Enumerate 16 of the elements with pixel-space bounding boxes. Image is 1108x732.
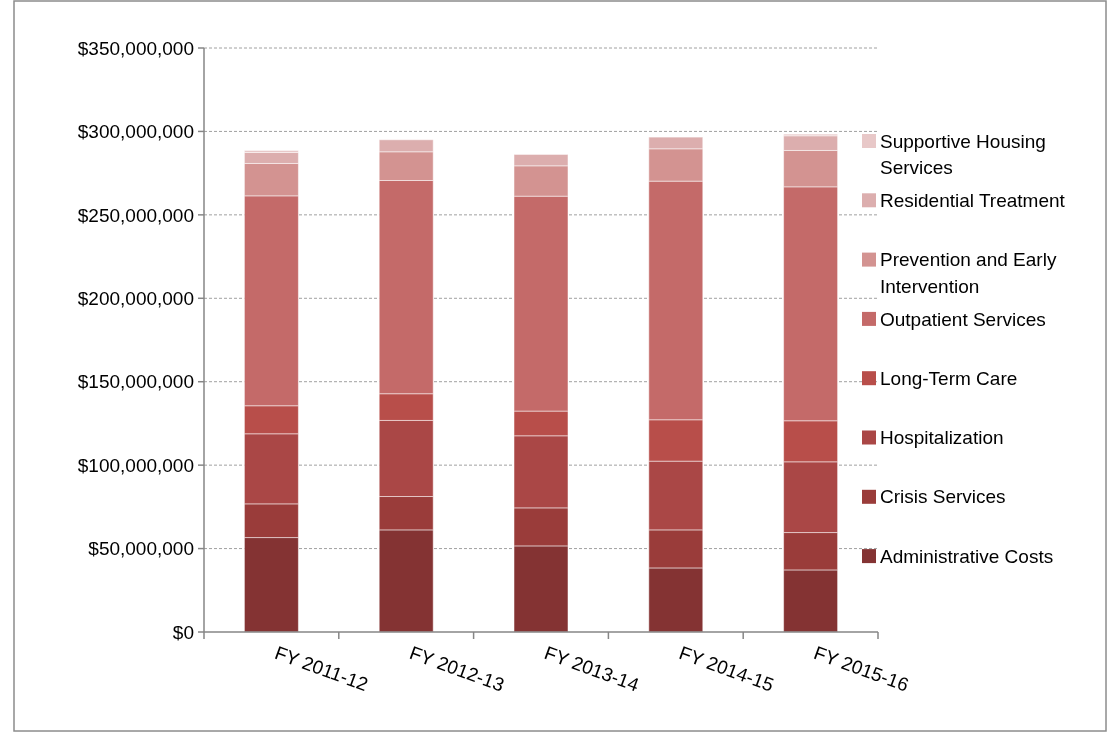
- y-tick-label: $150,000,000: [77, 371, 194, 393]
- legend-label: Supportive Housing Services: [880, 130, 1046, 179]
- y-tick-label: $100,000,000: [77, 454, 194, 476]
- y-tick-label: $300,000,000: [77, 121, 194, 143]
- y-tick-label: $200,000,000: [77, 287, 194, 309]
- y-tick-label: $350,000,000: [77, 37, 194, 59]
- legend-label: Residential Treatment: [880, 189, 1066, 211]
- y-tick-label: $0: [172, 621, 194, 643]
- legend-label: Outpatient Services: [880, 308, 1046, 330]
- y-tick-label: $250,000,000: [77, 204, 194, 226]
- legend-label: Prevention and Early Intervention: [880, 249, 1057, 297]
- legend-label: Crisis Services: [880, 486, 1006, 508]
- legend-label: Long-Term Care: [880, 367, 1018, 389]
- y-tick-label: $50,000,000: [88, 538, 194, 560]
- legend-label: Hospitalization: [880, 427, 1004, 449]
- legend-label: Administrative Costs: [880, 545, 1054, 567]
